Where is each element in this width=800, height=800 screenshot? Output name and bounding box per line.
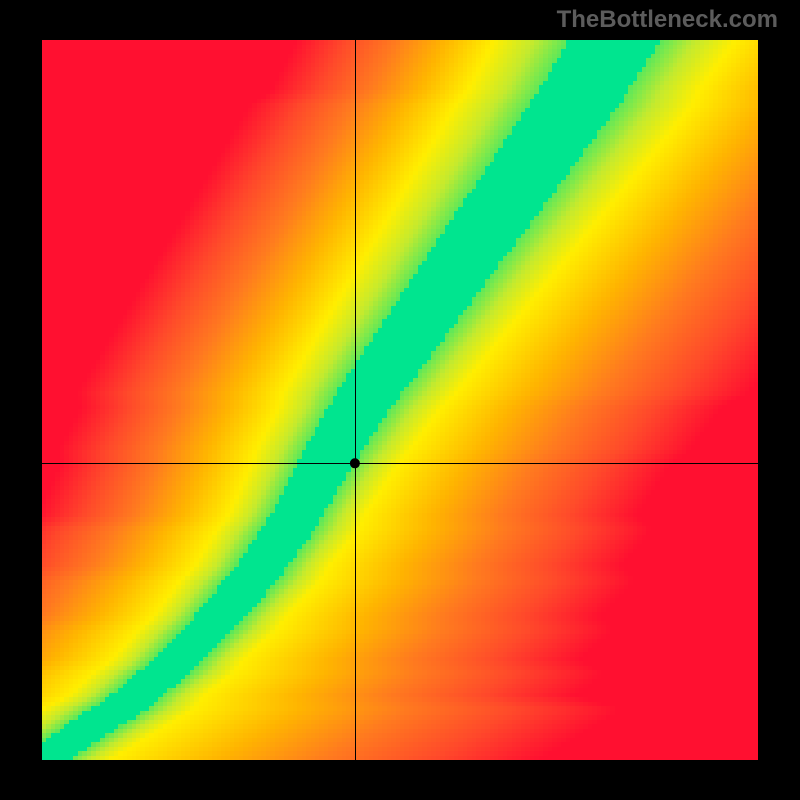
watermark-label: TheBottleneck.com: [557, 6, 778, 34]
chart-container: TheBottleneck.com: [0, 0, 800, 800]
heatmap-canvas: [0, 0, 800, 800]
